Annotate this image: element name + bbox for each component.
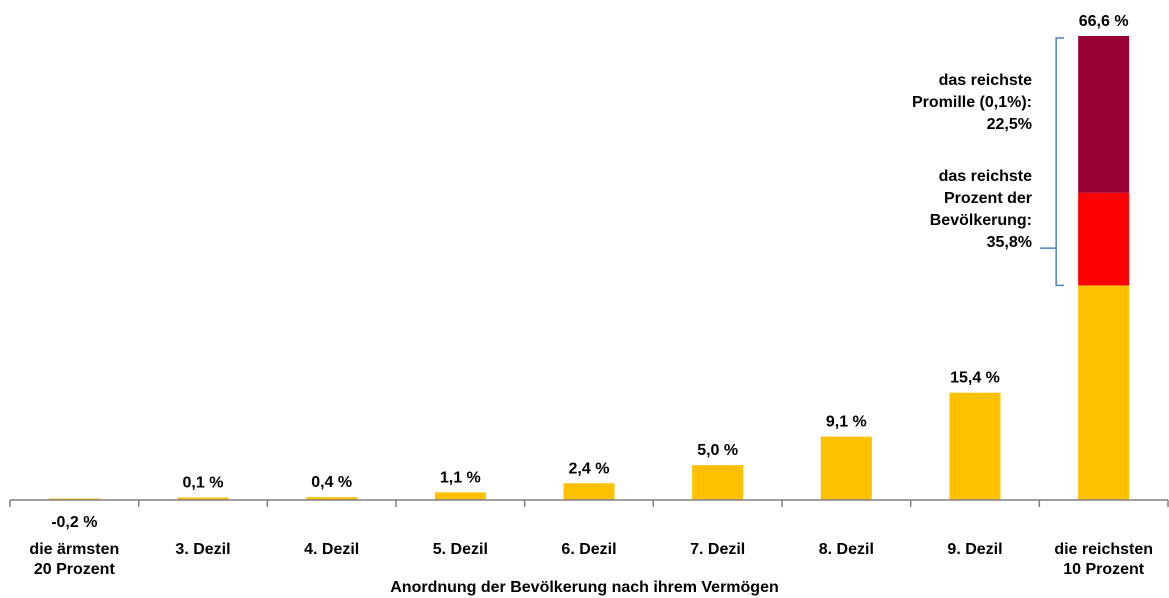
labels-group: -0,2 % die ärmsten 20 Prozent 0,1 % 3. Dezil…	[29, 13, 1153, 578]
value-label: 66,6 %	[1079, 13, 1129, 30]
bar-richest-percent	[1078, 192, 1130, 286]
category-label: 5. Dezil	[433, 541, 488, 558]
bar	[949, 392, 1001, 500]
percent-annotation-line-3: Bevölkerung:	[929, 212, 1032, 229]
bar-top-decile-rest	[1078, 285, 1130, 500]
percent-annotation-line-4: 35,8%	[986, 234, 1032, 251]
bar	[434, 492, 486, 500]
category-label: die ärmsten	[29, 541, 119, 558]
value-label: 9,1 %	[826, 414, 867, 431]
bar	[692, 465, 744, 500]
bars-group	[48, 36, 1130, 501]
bar	[306, 497, 358, 500]
promille-annotation: das reichste Promille (0,1%): 22,5%	[820, 70, 1032, 136]
category-label: 20 Prozent	[34, 561, 116, 578]
bar-richest-promille	[1078, 36, 1130, 193]
value-label: 5,0 %	[697, 442, 738, 459]
bracket-line	[1055, 37, 1065, 287]
percent-annotation-line-2: Prozent der	[943, 190, 1032, 207]
x-axis	[9, 499, 1169, 507]
category-label: die reichsten	[1054, 541, 1153, 558]
category-label: 3. Dezil	[175, 541, 230, 558]
value-label: 2,4 %	[569, 460, 610, 477]
value-label: 1,1 %	[440, 469, 481, 486]
bar	[820, 436, 872, 500]
value-label: 15,4 %	[950, 370, 1000, 387]
category-label: 7. Dezil	[690, 541, 745, 558]
category-label: 8. Dezil	[819, 541, 874, 558]
category-label: 6. Dezil	[561, 541, 616, 558]
bracket-group	[1040, 37, 1065, 287]
promille-annotation-line-2: Promille (0,1%):	[911, 94, 1032, 111]
value-label: 0,4 %	[311, 474, 352, 491]
promille-annotation-line-3: 22,5%	[986, 116, 1032, 133]
category-label: 9. Dezil	[947, 541, 1002, 558]
category-label: 10 Prozent	[1063, 561, 1145, 578]
promille-annotation-line-1: das reichste	[938, 72, 1032, 89]
bar	[563, 483, 615, 500]
percent-annotation-line-1: das reichste	[938, 168, 1032, 185]
category-label: 4. Dezil	[304, 541, 359, 558]
x-axis-title: Anordnung der Bevölkerung nach ihrem Ver…	[390, 579, 779, 596]
value-label: 0,1 %	[183, 475, 224, 492]
value-label: -0,2 %	[51, 514, 97, 531]
percent-annotation: das reichste Prozent der Bevölkerung: 35…	[820, 166, 1032, 254]
bar	[177, 497, 229, 500]
